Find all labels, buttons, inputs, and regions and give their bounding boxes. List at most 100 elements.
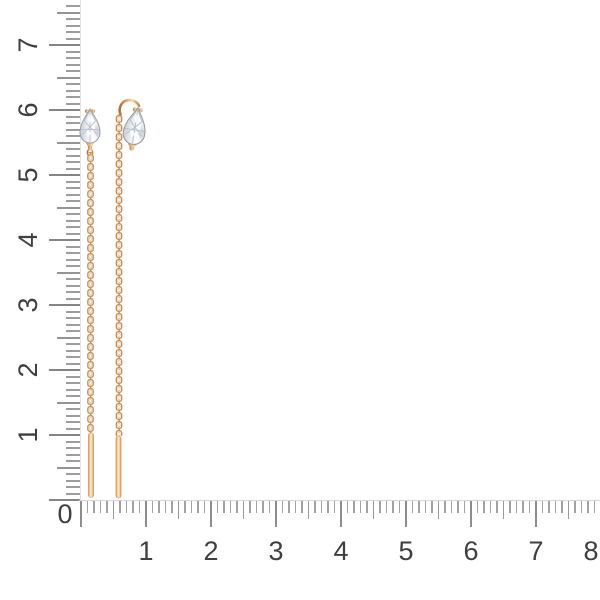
ruler-tick [119,501,121,513]
earring-left [79,107,101,498]
ruler-tick [379,501,381,513]
ruler-tick [548,501,550,513]
ruler-horizontal-number: 1 [138,536,154,566]
ruler-tick [66,148,80,150]
ruler-tick [210,501,212,527]
ruler-tick [457,501,459,513]
ruler-tick [184,501,186,513]
diamond-shade [93,125,100,137]
ruler-tick [593,501,596,513]
ruler-tick [320,501,323,513]
ruler-vertical-baseline [79,0,81,501]
ruler-tick [66,395,80,397]
ruler-tick [496,501,498,513]
ruler-tick [66,37,80,40]
ruler-tick [66,258,80,261]
ruler-tick [66,161,80,163]
ruler-tick [489,501,492,513]
ruler-tick [66,440,80,443]
ruler-tick [57,141,80,144]
ruler-tick [49,369,80,371]
diamond-sparkle [134,114,139,123]
ruler-vertical-number: 1 [12,427,43,443]
ruler-vertical-number: 5 [12,167,43,183]
ruler-tick [49,239,80,241]
ruler-tick [86,501,89,513]
ruler-tick [275,501,277,527]
ruler-tick [99,501,102,513]
ruler-tick [66,252,80,254]
chain-left [87,152,94,433]
ruler-tick [463,501,466,513]
ruler-tick [66,291,80,293]
ruler-tick [66,382,80,384]
earring-right [115,98,146,499]
ruler-tick [223,501,225,513]
prong-ball-icon [129,146,134,151]
ruler-tick [57,271,80,274]
ruler-tick [93,501,95,513]
ruler-tick [66,96,80,98]
prong-ball-icon [87,145,93,150]
ruler-tick [145,501,147,527]
ruler-tick [66,349,80,352]
ruler-tick [476,501,479,513]
ruler-tick [281,501,284,513]
ruler-tick [66,154,80,157]
ruler-horizontal-number: 4 [333,536,349,566]
ruler-tick [138,501,141,513]
ruler-tick [236,501,238,513]
ruler-tick [385,501,388,513]
ruler-tick [171,501,173,513]
ruler-tick [164,501,167,513]
ruler-tick [49,304,80,306]
ruler-tick [307,501,310,519]
ruler-horizontal-baseline [79,500,600,501]
ruler-vertical-number: 2 [12,362,43,378]
ruler-tick [541,501,544,513]
ruler-tick [268,501,271,513]
ruler-tick [294,501,297,513]
ruler-tick [314,501,316,513]
ruler-tick [288,501,290,513]
ruler-vertical-number: 6 [12,102,43,118]
ruler-tick [522,501,524,513]
ruler-tick [242,501,245,519]
ruler-tick [66,356,80,358]
ruler-tick [255,501,258,513]
ruler-tick [528,501,531,513]
ruler-tick [66,492,80,495]
ruler-tick [66,343,80,345]
ruler-tick [561,501,563,513]
ruler-tick [49,174,80,176]
ruler-tick [372,501,375,519]
ruler-tick [80,501,82,527]
ruler-tick [359,501,362,513]
ruler-tick [158,501,160,513]
ruler-tick [444,501,446,513]
ruler-tick [66,317,80,319]
threader-hook-icon [118,98,141,116]
ruler-tick [66,297,80,300]
ruler-tick [66,200,80,202]
ruler-tick [346,501,349,513]
ruler-tick [333,501,336,513]
ruler-tick [57,206,80,209]
ruler-tick [567,501,570,519]
ruler-vertical-number: 4 [12,232,43,248]
ruler-tick [66,31,80,33]
ruler-tick [392,501,394,513]
ruler-tick [66,362,80,365]
ruler-tick [66,245,80,248]
ruler-tick [66,57,80,59]
ruler-tick [66,70,80,72]
ruler-tick [197,501,199,513]
ruler-tick [66,219,80,222]
ruler-tick [66,479,80,482]
ruler-tick [66,83,80,85]
ruler-tick [353,501,355,513]
drop-bar-left [88,432,94,498]
ruler-tick [66,213,80,215]
ruler-tick [66,447,80,449]
ruler-horizontal-number: 5 [398,536,414,566]
